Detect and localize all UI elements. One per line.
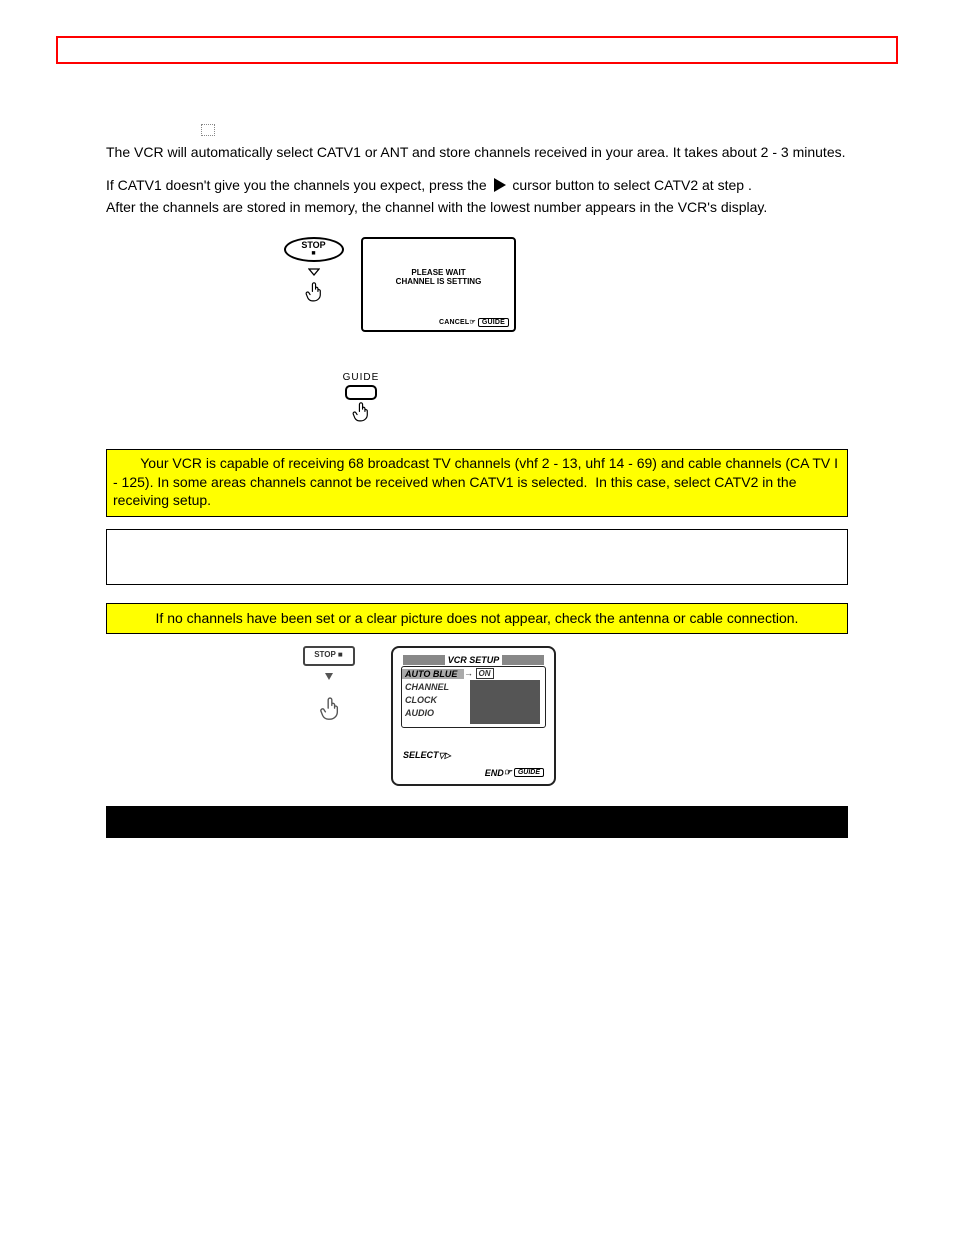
para2-a: If CATV1 doesn't give you the channels y… [106,177,491,193]
arrow-right-icon: → [464,668,473,678]
screen-msg-line1: PLEASE WAIT [396,268,482,277]
screen-cancel-guide: CANCEL☞GUIDE [439,318,509,327]
on-box: ON [476,668,494,679]
note1-text: Your VCR is capable of receiving 68 broa… [113,455,842,509]
vcr-audio-label: AUDIO [402,708,464,718]
stop-square-icon: ■ [286,250,342,257]
vcr-channel-label: CHANNEL [402,682,464,692]
down-triangle-icon [276,263,351,279]
stop-button-figure: STOP ■ [276,237,351,332]
empty-bordered-box [106,529,848,585]
vcr-clock-label: CLOCK [402,695,464,705]
vcr-row-autoblue: AUTO BLUE → ON [402,667,545,680]
screen-msg-line2: CHANNEL IS SETTING [396,277,482,286]
top-red-bar [56,36,898,64]
para2-b: cursor button to select CATV2 at step . [512,177,751,193]
cancel-label: CANCEL [439,319,469,326]
vcr-autoblue-label: AUTO BLUE [402,669,464,679]
vcr-select-label: SELECT [403,750,439,760]
guide-box-label: GUIDE [478,318,509,327]
play-arrow-icon [493,177,507,198]
vcr-end-hint: END☞GUIDE [485,767,544,778]
note-channels-capability: Your VCR is capable of receiving 68 broa… [106,449,848,518]
down-arrow-icon [296,668,361,684]
vcr-dark-panel [470,680,540,724]
stop-button-figure-2: STOP ■ [296,646,361,719]
note2-text: If no channels have been set or a clear … [156,610,799,626]
vcr-autoblue-value: → ON [464,668,545,679]
vcr-inner-box: AUTO BLUE → ON CHANNEL CLOCK AUDIO [401,666,546,728]
vcr-end-arrow-icon: ☞ [504,767,512,778]
black-bar [106,806,848,838]
vcr-end-arrow-icon: ☞ [469,319,475,326]
nav-arrows-icon: ▽▷ [439,751,451,760]
vcr-guide-box: GUIDE [514,768,544,777]
guide-label: GUIDE [336,372,386,383]
vcr-title-band: VCR SETUP [403,654,544,666]
note-no-channels: If no channels have been set or a clear … [106,603,848,634]
paragraph-auto-select: The VCR will automatically select CATV1 … [106,143,848,162]
stop-label: STOP [301,240,325,250]
stop-button-icon-2: STOP ■ [303,646,355,666]
vcr-end-label: END [485,768,504,778]
guide-button-icon [345,385,377,400]
vcr-select-hint: SELECT▽▷ [403,750,451,760]
hand-press-icon [304,282,324,304]
screen-please-wait: PLEASE WAIT CHANNEL IS SETTING CANCEL☞GU… [361,237,516,332]
hand-press-icon-3 [319,697,339,719]
guide-button-figure: GUIDE [336,372,386,424]
checkbox-icon [201,124,215,136]
vcr-setup-screen: VCR SETUP AUTO BLUE → ON CHANNEL CLOCK A… [391,646,556,786]
para3: After the channels are stored in memory,… [106,199,767,215]
stop-button-icon: STOP ■ [284,237,344,262]
vcr-setup-title: VCR SETUP [445,655,503,665]
paragraph-catv2-hint: If CATV1 doesn't give you the channels y… [106,176,848,217]
hand-press-icon-2 [351,402,371,424]
